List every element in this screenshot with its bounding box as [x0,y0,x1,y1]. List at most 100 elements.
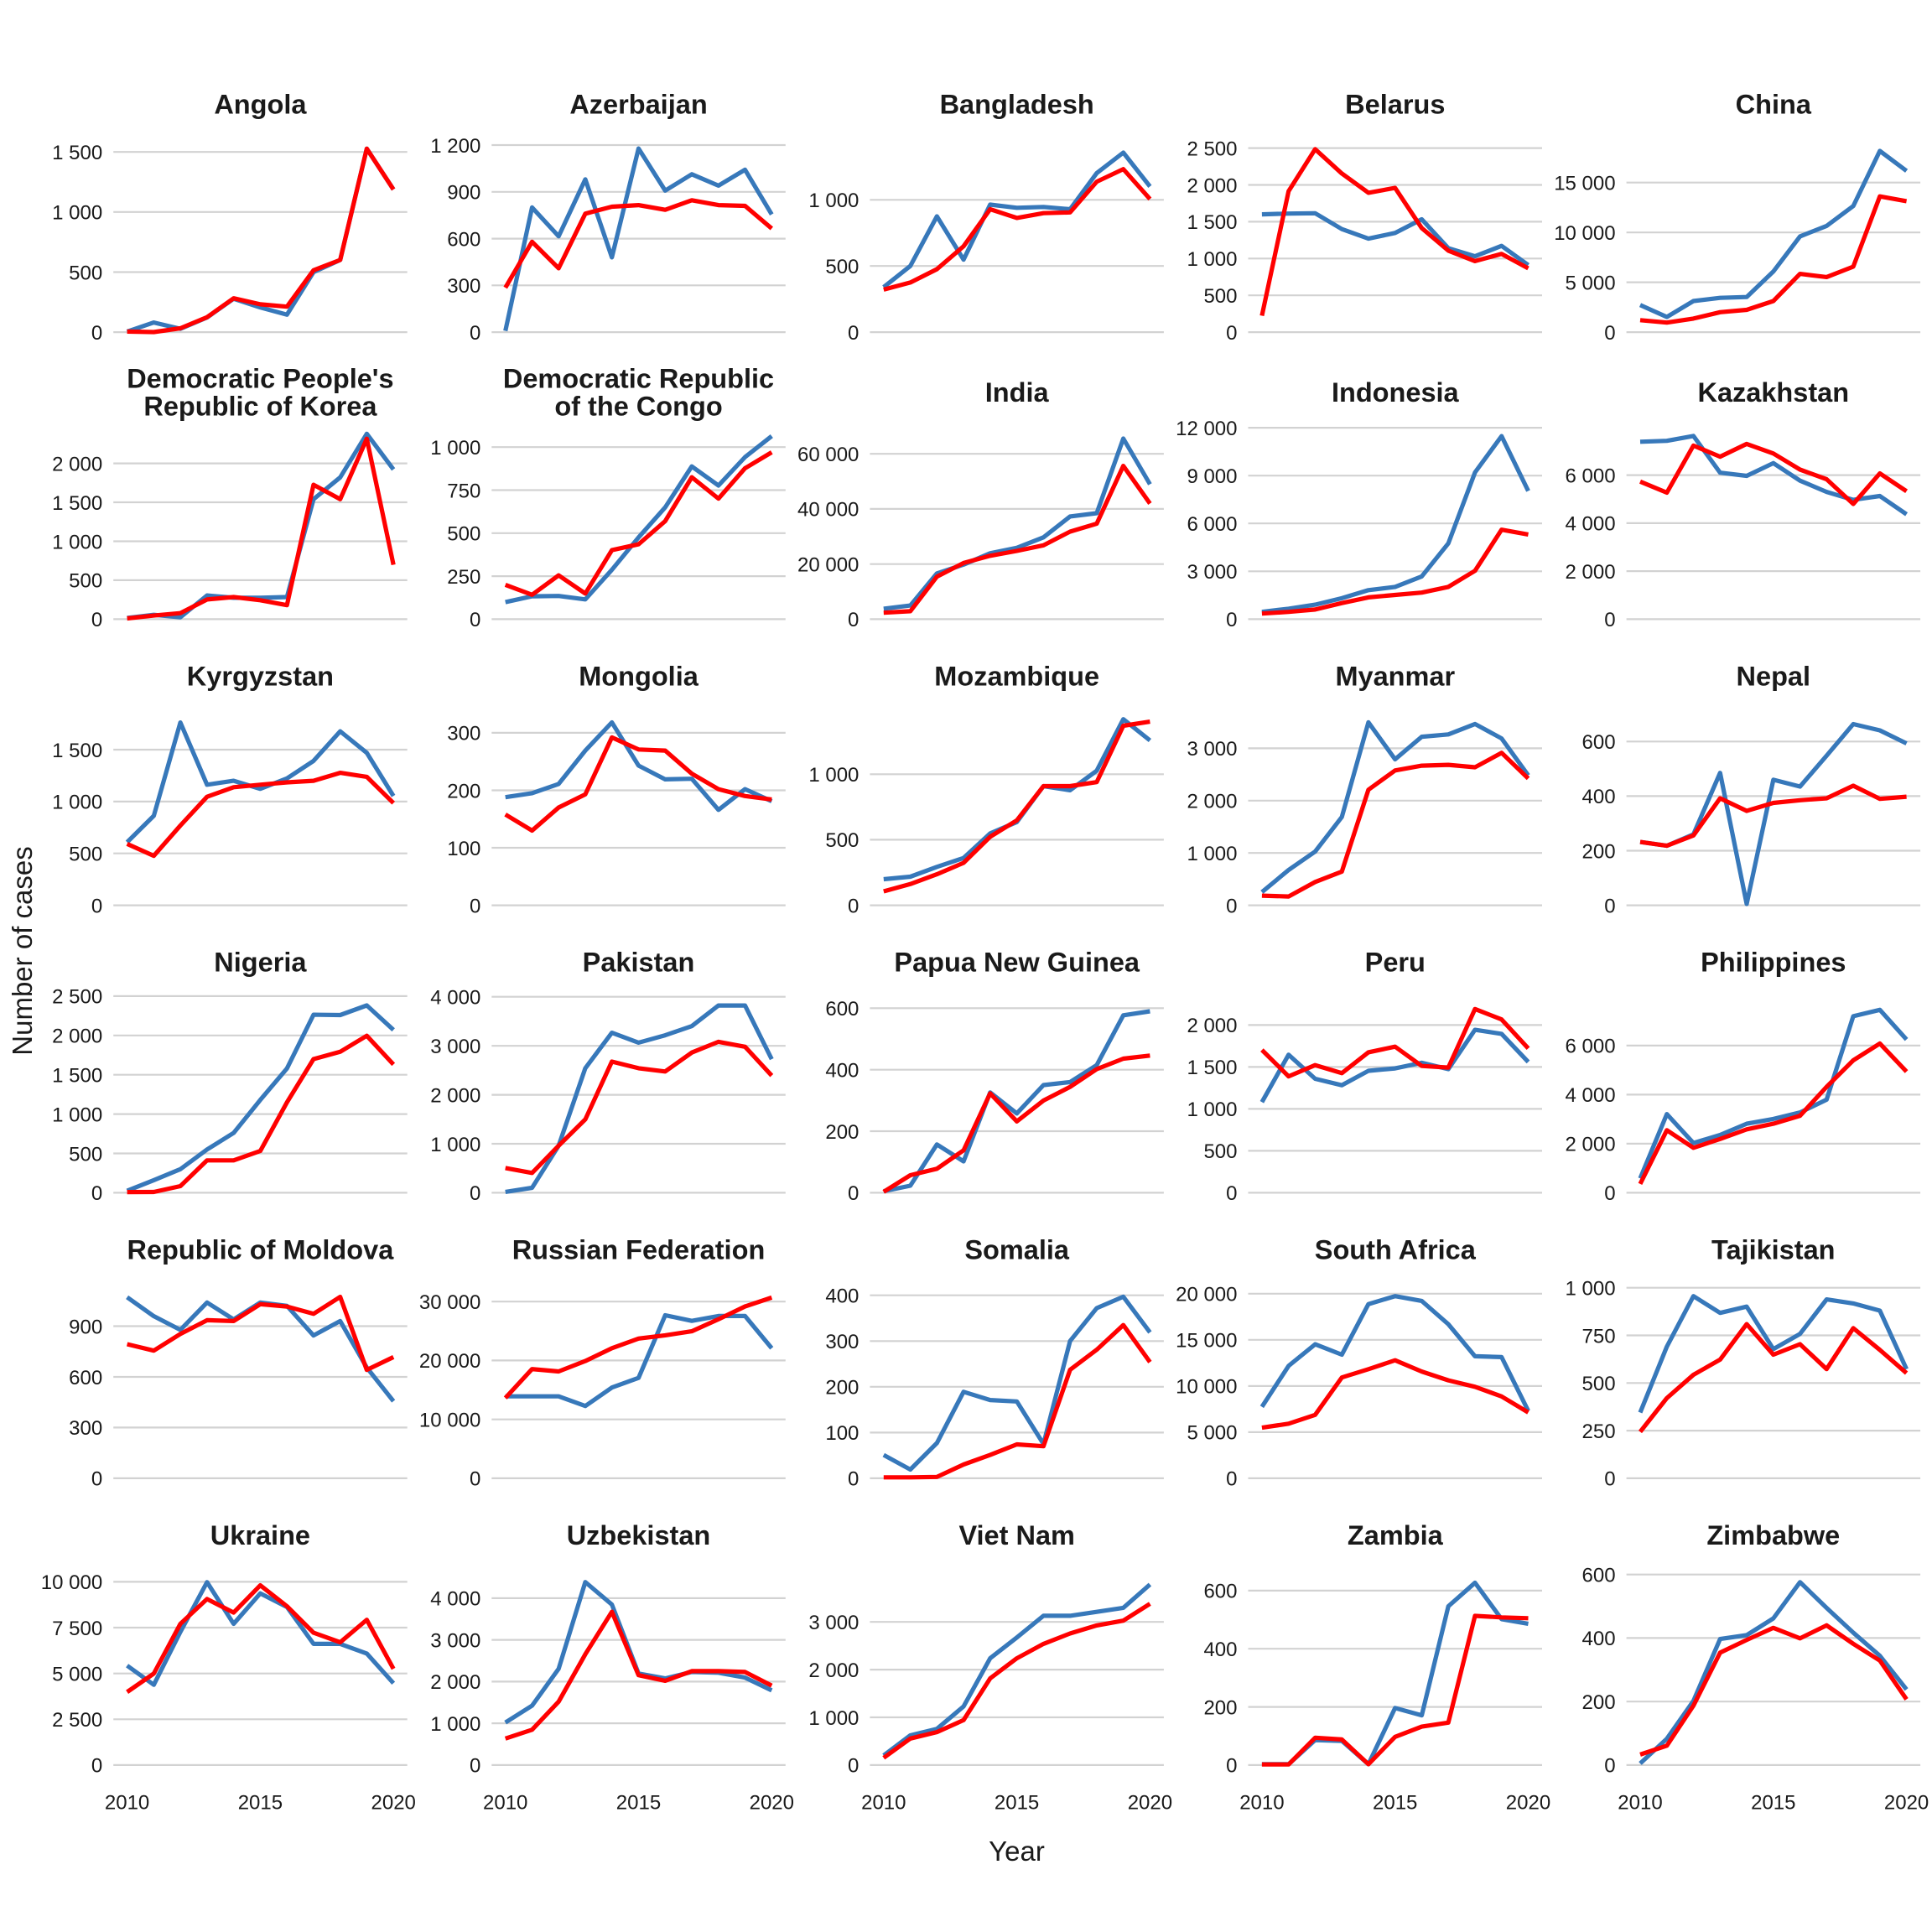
svg-text:0: 0 [1604,1755,1615,1778]
svg-text:300: 300 [447,723,480,745]
svg-text:2 000: 2 000 [1187,174,1237,197]
svg-text:Republic of Korea: Republic of Korea [143,391,377,421]
svg-text:2015: 2015 [238,1791,283,1814]
svg-text:1 000: 1 000 [52,1104,102,1126]
svg-text:200: 200 [1203,1696,1237,1719]
svg-text:1 500: 1 500 [52,142,102,164]
svg-text:400: 400 [1582,786,1616,808]
svg-text:0: 0 [470,609,480,631]
svg-text:2 000: 2 000 [808,1659,859,1682]
svg-text:400: 400 [1203,1639,1237,1661]
svg-text:1 500: 1 500 [52,492,102,515]
svg-text:2 000: 2 000 [1566,561,1616,584]
svg-text:10 000: 10 000 [41,1571,102,1594]
svg-text:Nepal: Nepal [1737,662,1811,692]
svg-text:3 000: 3 000 [1187,738,1237,761]
svg-text:1 000: 1 000 [808,764,859,787]
svg-text:4 000: 4 000 [1566,513,1616,536]
svg-text:4 000: 4 000 [430,987,480,1010]
svg-text:3 000: 3 000 [1187,561,1237,584]
svg-text:2010: 2010 [1618,1791,1662,1814]
svg-text:100: 100 [825,1422,859,1445]
svg-text:India: India [985,377,1050,408]
svg-text:3 000: 3 000 [430,1629,480,1652]
svg-text:1 000: 1 000 [808,190,859,212]
svg-text:Democratic People's: Democratic People's [127,363,393,393]
svg-text:of the Congo: of the Congo [554,391,722,421]
svg-text:2 000: 2 000 [1187,1015,1237,1037]
svg-text:2015: 2015 [616,1791,661,1814]
svg-text:600: 600 [447,228,480,251]
svg-text:500: 500 [69,262,102,284]
svg-text:Bangladesh: Bangladesh [940,89,1094,119]
svg-text:4 000: 4 000 [430,1588,480,1611]
svg-text:1 500: 1 500 [1187,211,1237,234]
svg-text:30 000: 30 000 [419,1291,480,1314]
svg-text:0: 0 [91,895,102,917]
svg-text:Tajikistan: Tajikistan [1711,1234,1836,1265]
svg-text:10 000: 10 000 [419,1410,480,1432]
svg-text:2020: 2020 [1506,1791,1550,1814]
svg-text:Indonesia: Indonesia [1332,377,1460,408]
svg-text:20 000: 20 000 [419,1350,480,1373]
svg-text:0: 0 [470,895,480,917]
svg-text:1 500: 1 500 [52,1065,102,1088]
svg-text:Azerbaijan: Azerbaijan [569,89,707,119]
svg-text:500: 500 [69,1143,102,1166]
svg-text:0: 0 [1604,609,1615,631]
svg-text:15 000: 15 000 [1554,173,1615,195]
svg-text:0: 0 [470,322,480,345]
svg-text:2 000: 2 000 [52,1026,102,1048]
svg-text:0: 0 [1226,322,1237,345]
svg-text:500: 500 [1582,1373,1616,1395]
svg-text:500: 500 [1203,285,1237,308]
svg-text:0: 0 [848,322,859,345]
svg-text:0: 0 [91,1468,102,1491]
svg-text:500: 500 [69,570,102,593]
svg-text:Zambia: Zambia [1348,1520,1444,1550]
svg-text:0: 0 [848,895,859,917]
svg-text:2020: 2020 [1128,1791,1172,1814]
svg-text:100: 100 [447,838,480,860]
svg-text:300: 300 [447,275,480,298]
svg-text:0: 0 [848,1755,859,1778]
svg-text:7 500: 7 500 [52,1618,102,1640]
svg-text:750: 750 [447,480,480,502]
svg-text:2015: 2015 [995,1791,1039,1814]
svg-text:0: 0 [470,1182,480,1205]
svg-text:600: 600 [1582,1565,1616,1587]
svg-text:60 000: 60 000 [797,444,859,466]
svg-text:200: 200 [1582,840,1616,863]
svg-text:1 500: 1 500 [52,740,102,762]
svg-text:1 000: 1 000 [430,437,480,460]
svg-text:Kyrgyzstan: Kyrgyzstan [187,662,334,692]
svg-text:6 000: 6 000 [1566,1036,1616,1058]
svg-text:Pakistan: Pakistan [583,948,695,978]
svg-text:2020: 2020 [1884,1791,1929,1814]
svg-text:2015: 2015 [1373,1791,1417,1814]
svg-text:200: 200 [825,1121,859,1144]
svg-text:300: 300 [69,1417,102,1440]
svg-text:Zimbabwe: Zimbabwe [1706,1520,1840,1550]
svg-text:400: 400 [825,1285,859,1308]
svg-text:2010: 2010 [105,1791,149,1814]
svg-text:Year: Year [989,1836,1045,1867]
svg-text:0: 0 [1604,895,1615,917]
svg-text:500: 500 [69,844,102,866]
svg-text:500: 500 [447,523,480,546]
svg-text:0: 0 [91,609,102,631]
svg-text:9 000: 9 000 [1187,465,1237,488]
svg-text:1 000: 1 000 [430,1134,480,1156]
svg-text:2 000: 2 000 [1566,1134,1616,1156]
svg-text:Papua New Guinea: Papua New Guinea [894,948,1140,978]
svg-text:Mongolia: Mongolia [579,662,699,692]
svg-text:0: 0 [91,1755,102,1778]
svg-text:500: 500 [825,829,859,852]
svg-text:Mozambique: Mozambique [934,662,1099,692]
svg-text:Kazakhstan: Kazakhstan [1697,377,1849,408]
svg-text:0: 0 [848,1468,859,1491]
svg-text:1 000: 1 000 [52,202,102,225]
svg-text:5 000: 5 000 [1187,1422,1237,1445]
svg-text:300: 300 [825,1331,859,1353]
svg-text:20 000: 20 000 [797,554,859,577]
